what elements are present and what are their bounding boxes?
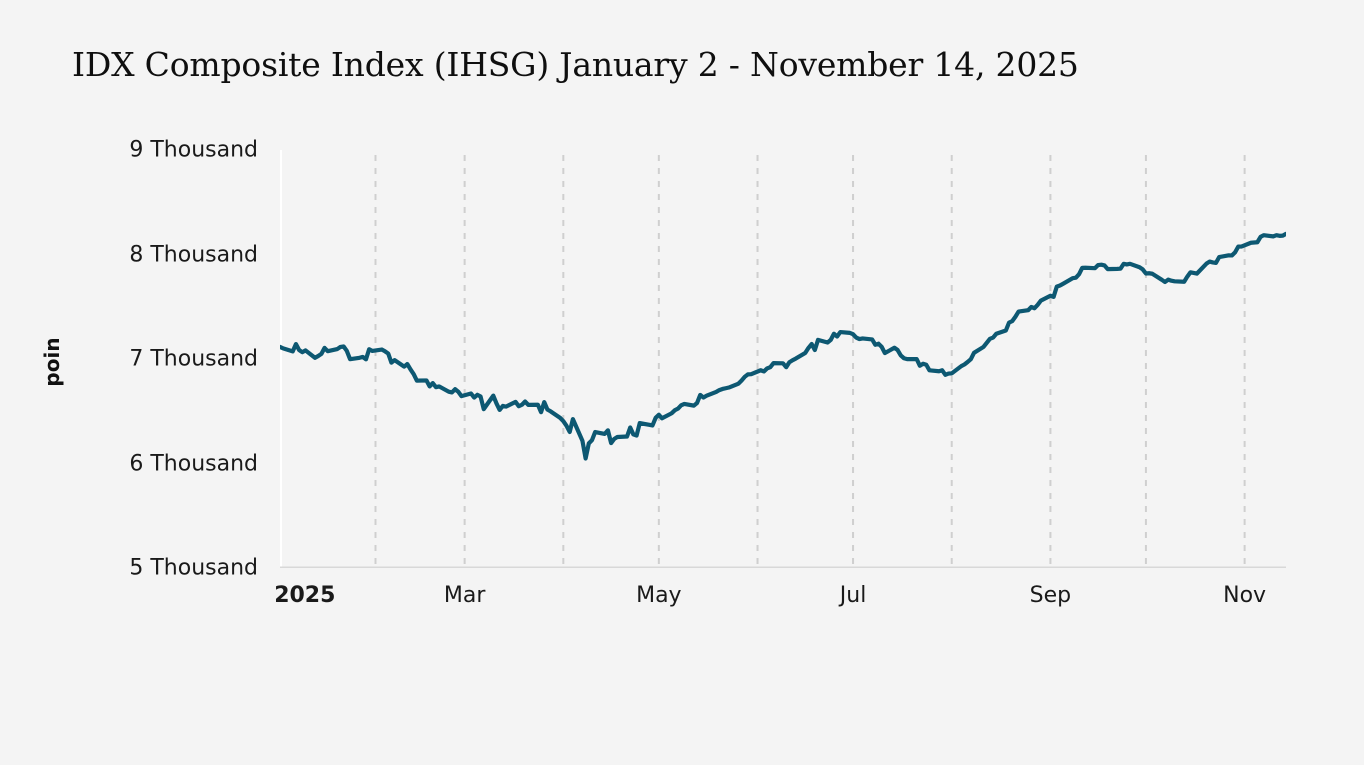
x-tick-label: Sep	[1029, 583, 1072, 608]
vertical-gridlines	[374, 150, 1246, 568]
x-tick-label: Nov	[1223, 583, 1267, 608]
line-chart-svg	[280, 150, 1286, 568]
y-tick-label: 8 Thousand	[129, 242, 258, 267]
x-tick-label: May	[636, 583, 682, 608]
y-tick-label: 9 Thousand	[129, 137, 258, 163]
y-tick-label: 5 Thousand	[129, 555, 258, 581]
x-tick-label: Mar	[443, 583, 486, 608]
x-tick-label: 2025	[274, 583, 336, 608]
ihsg-line-series	[280, 231, 1286, 461]
plot-area	[280, 150, 1286, 568]
y-tick-label: 7 Thousand	[129, 346, 258, 372]
chart-title: IDX Composite Index (IHSG) January 2 - N…	[72, 45, 1079, 84]
y-axis-tick-labels: 9 Thousand 8 Thousand 7 Thousand 6 Thousand…	[40, 0, 258, 765]
x-tick-label: Jul	[839, 583, 867, 608]
y-tick-label: 6 Thousand	[129, 451, 258, 476]
